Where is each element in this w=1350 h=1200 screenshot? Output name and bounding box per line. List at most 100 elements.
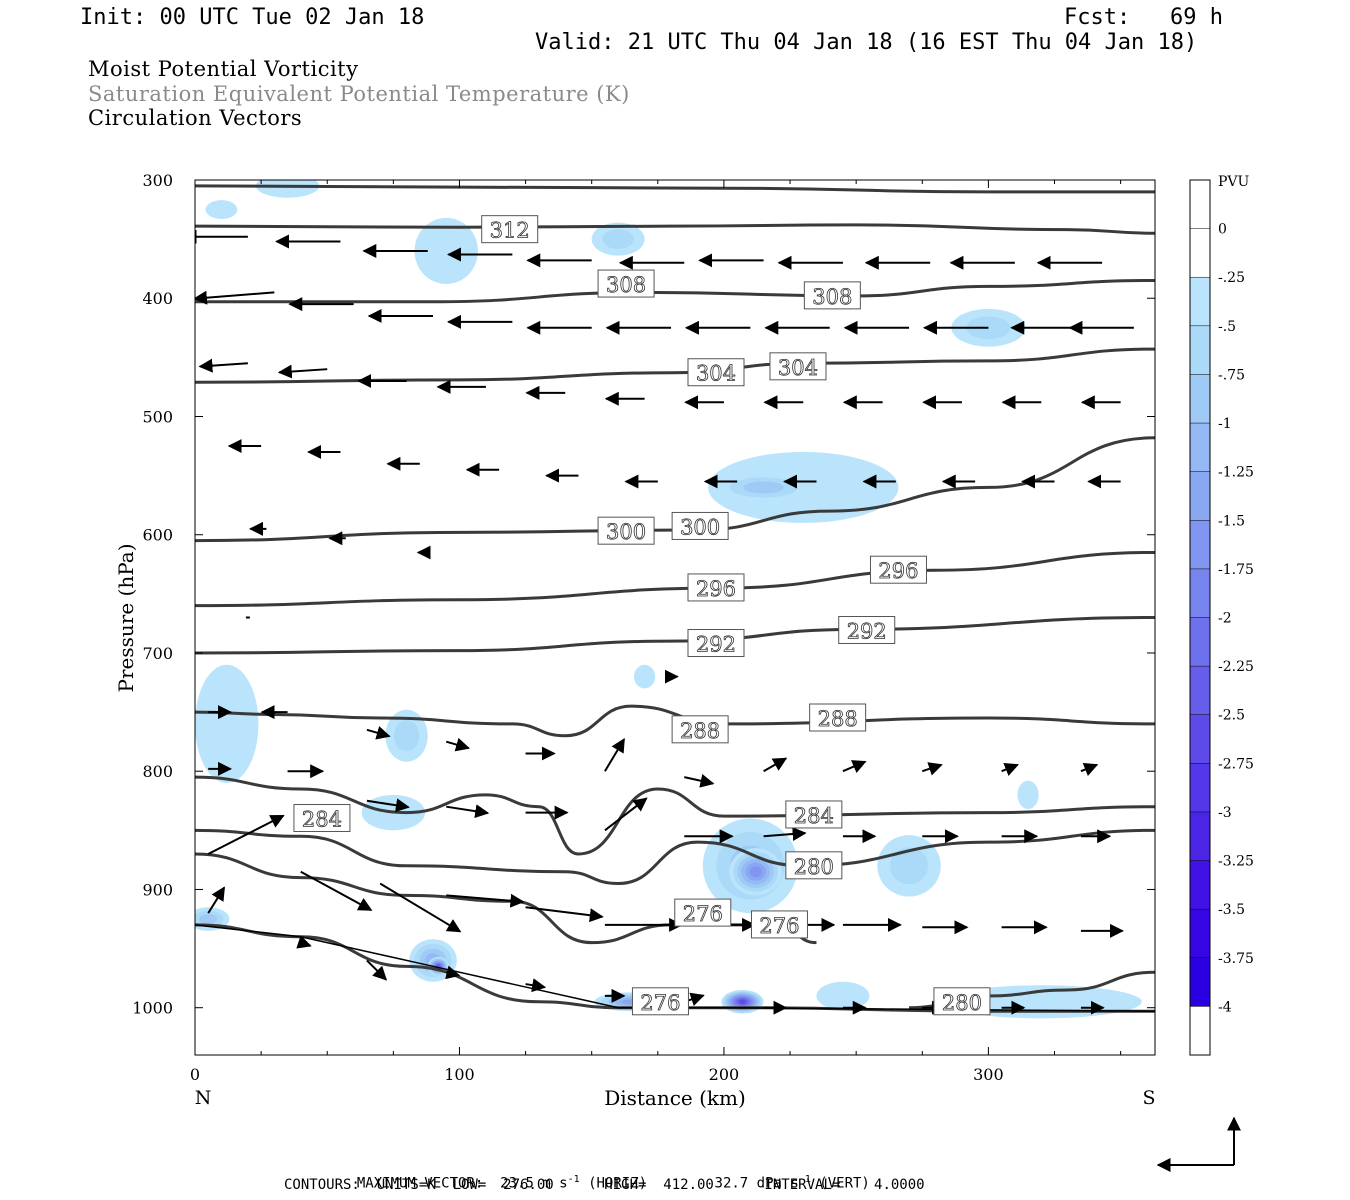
circulation-vector-62 bbox=[1001, 762, 1019, 776]
pv-shade-19-10 bbox=[739, 999, 746, 1004]
colorbar-label-9: -2.25 bbox=[1218, 659, 1254, 675]
circulation-vector-89 bbox=[296, 935, 312, 949]
contour-label-frame-3 bbox=[687, 358, 745, 387]
contour-label-box-3: 304 bbox=[687, 358, 745, 387]
field-title-vectors: Circulation Vectors bbox=[88, 106, 303, 130]
circulation-vector-91 bbox=[445, 965, 461, 980]
circulation-vector-58 bbox=[684, 773, 715, 788]
contour-label-4: 304 bbox=[778, 356, 818, 380]
colorbar-label-10: -2.5 bbox=[1218, 708, 1245, 724]
pv-shade-13-2 bbox=[890, 847, 929, 885]
y-tick-label-2: 500 bbox=[142, 407, 173, 426]
contour-label-5: 300 bbox=[606, 520, 646, 544]
contour-label-frame-1 bbox=[597, 269, 655, 298]
contour-label-box-13: 284 bbox=[293, 804, 351, 833]
theta-contour-296-5 bbox=[195, 550, 1155, 608]
circulation-vector-54 bbox=[366, 726, 391, 740]
colorbar-label-14: -3.5 bbox=[1218, 902, 1245, 918]
y-tick-label-7: 1000 bbox=[132, 999, 173, 1018]
x-left-end-label: N bbox=[195, 1087, 212, 1109]
vert-exponent: -1 bbox=[798, 1174, 811, 1185]
contour-label-box-9: 292 bbox=[687, 629, 745, 658]
y-tick-label-1: 400 bbox=[142, 289, 173, 308]
colorbar-label-7: -1.75 bbox=[1218, 562, 1254, 578]
contour-label-frame-16 bbox=[674, 898, 732, 927]
x-axis-label: Distance (km) bbox=[604, 1086, 746, 1110]
contour-label-3: 304 bbox=[696, 362, 736, 386]
circulation-vector-80 bbox=[525, 906, 604, 923]
y-axis-label: Pressure (hPa) bbox=[114, 544, 138, 693]
colorbar-swatch-10 bbox=[1190, 714, 1210, 764]
contour-label-box-17: 276 bbox=[750, 910, 808, 939]
contour-label-0: 312 bbox=[490, 219, 530, 243]
colorbar-label-5: -1.25 bbox=[1218, 465, 1254, 481]
circulation-vector-67 bbox=[446, 804, 490, 819]
max-vector-label: MAXIMUM VECTOR: bbox=[356, 1175, 484, 1192]
horiz-exponent: -1 bbox=[567, 1174, 580, 1185]
x-tick-label-1: 100 bbox=[444, 1065, 475, 1084]
pv-shade-3-2 bbox=[602, 229, 635, 250]
circulation-vector-71 bbox=[763, 827, 807, 841]
colorbar-swatch-6 bbox=[1190, 520, 1210, 569]
colorbar-unit: PVU bbox=[1218, 174, 1250, 190]
x-right-end-label: S bbox=[1142, 1087, 1155, 1109]
contour-label-8: 296 bbox=[878, 559, 918, 583]
field-title-pv: Moist Potential Vorticity bbox=[88, 57, 359, 81]
circulation-vector-60 bbox=[842, 760, 867, 774]
contour-label-frame-13 bbox=[293, 804, 351, 833]
contour-label-17: 276 bbox=[759, 914, 799, 938]
plot-frame bbox=[194, 179, 1156, 1056]
max-horiz-value: 23.5 m s bbox=[500, 1175, 568, 1192]
colorbar-top-swatch bbox=[1190, 180, 1210, 229]
contour-label-box-0: 312 bbox=[481, 215, 539, 244]
colorbar-swatch-8 bbox=[1190, 617, 1210, 667]
contour-label-box-4: 304 bbox=[769, 352, 827, 381]
pv-shade-0-1 bbox=[255, 180, 320, 198]
forecast-hour: Fcst: 69 h bbox=[1064, 5, 1223, 30]
contour-label-11: 288 bbox=[680, 719, 720, 743]
colorbar-swatch-5 bbox=[1190, 471, 1210, 521]
y-tick-label-3: 600 bbox=[142, 526, 173, 545]
colorbar-label-13: -3.25 bbox=[1218, 854, 1254, 870]
circulation-vector-11 bbox=[195, 290, 275, 305]
init-time: Init: 00 UTC Tue 02 Jan 18 bbox=[80, 5, 425, 30]
contour-label-box-1: 308 bbox=[597, 269, 655, 298]
contour-label-box-19: 280 bbox=[933, 987, 991, 1016]
contour-label-frame-14 bbox=[785, 800, 843, 829]
colorbar-swatch-15 bbox=[1190, 957, 1210, 1007]
contour-label-box-2: 308 bbox=[803, 281, 861, 310]
theta-contour-292-6 bbox=[195, 616, 1155, 655]
pv-shade-9-1 bbox=[634, 664, 656, 689]
y-tick-label-5: 800 bbox=[142, 762, 173, 781]
colorbar-swatch-7 bbox=[1190, 568, 1210, 618]
contour-label-1: 308 bbox=[606, 273, 646, 297]
colorbar-label-15: -3.75 bbox=[1218, 951, 1254, 967]
pv-shade-12-6 bbox=[749, 866, 762, 878]
colorbar-swatch-9 bbox=[1190, 666, 1210, 715]
contour-label-frame-5 bbox=[597, 516, 655, 545]
contour-label-frame-8 bbox=[869, 555, 927, 584]
circulation-vector-90 bbox=[366, 959, 388, 981]
contour-label-frame-9 bbox=[687, 629, 745, 658]
contour-label-18: 276 bbox=[640, 991, 680, 1015]
contour-label-frame-4 bbox=[769, 352, 827, 381]
colorbar-swatch-1 bbox=[1190, 277, 1210, 326]
theta-contour-284-8 bbox=[195, 775, 1155, 856]
theta-contour-312-0 bbox=[195, 184, 1155, 194]
x-tick-label-2: 200 bbox=[709, 1065, 740, 1084]
colorbar-label-16: -4 bbox=[1218, 999, 1232, 1015]
pv-shade-2-1 bbox=[414, 217, 478, 285]
theta-contour-300-4 bbox=[195, 436, 1155, 543]
contour-label-9: 292 bbox=[696, 633, 736, 657]
horiz-tag: (HORIZ) bbox=[579, 1175, 648, 1192]
theta-contour-288-7 bbox=[195, 704, 1155, 738]
contour-label-box-7: 296 bbox=[687, 573, 745, 602]
colorbar-label-6: -1.5 bbox=[1218, 513, 1245, 529]
pv-shade-14-1 bbox=[1017, 780, 1039, 810]
colorbar-swatch-3 bbox=[1190, 374, 1210, 424]
pv-shade-17-3 bbox=[199, 913, 218, 925]
contour-label-14: 284 bbox=[794, 804, 834, 828]
circulation-vector-63 bbox=[1080, 762, 1099, 776]
contour-label-frame-10 bbox=[838, 616, 896, 645]
